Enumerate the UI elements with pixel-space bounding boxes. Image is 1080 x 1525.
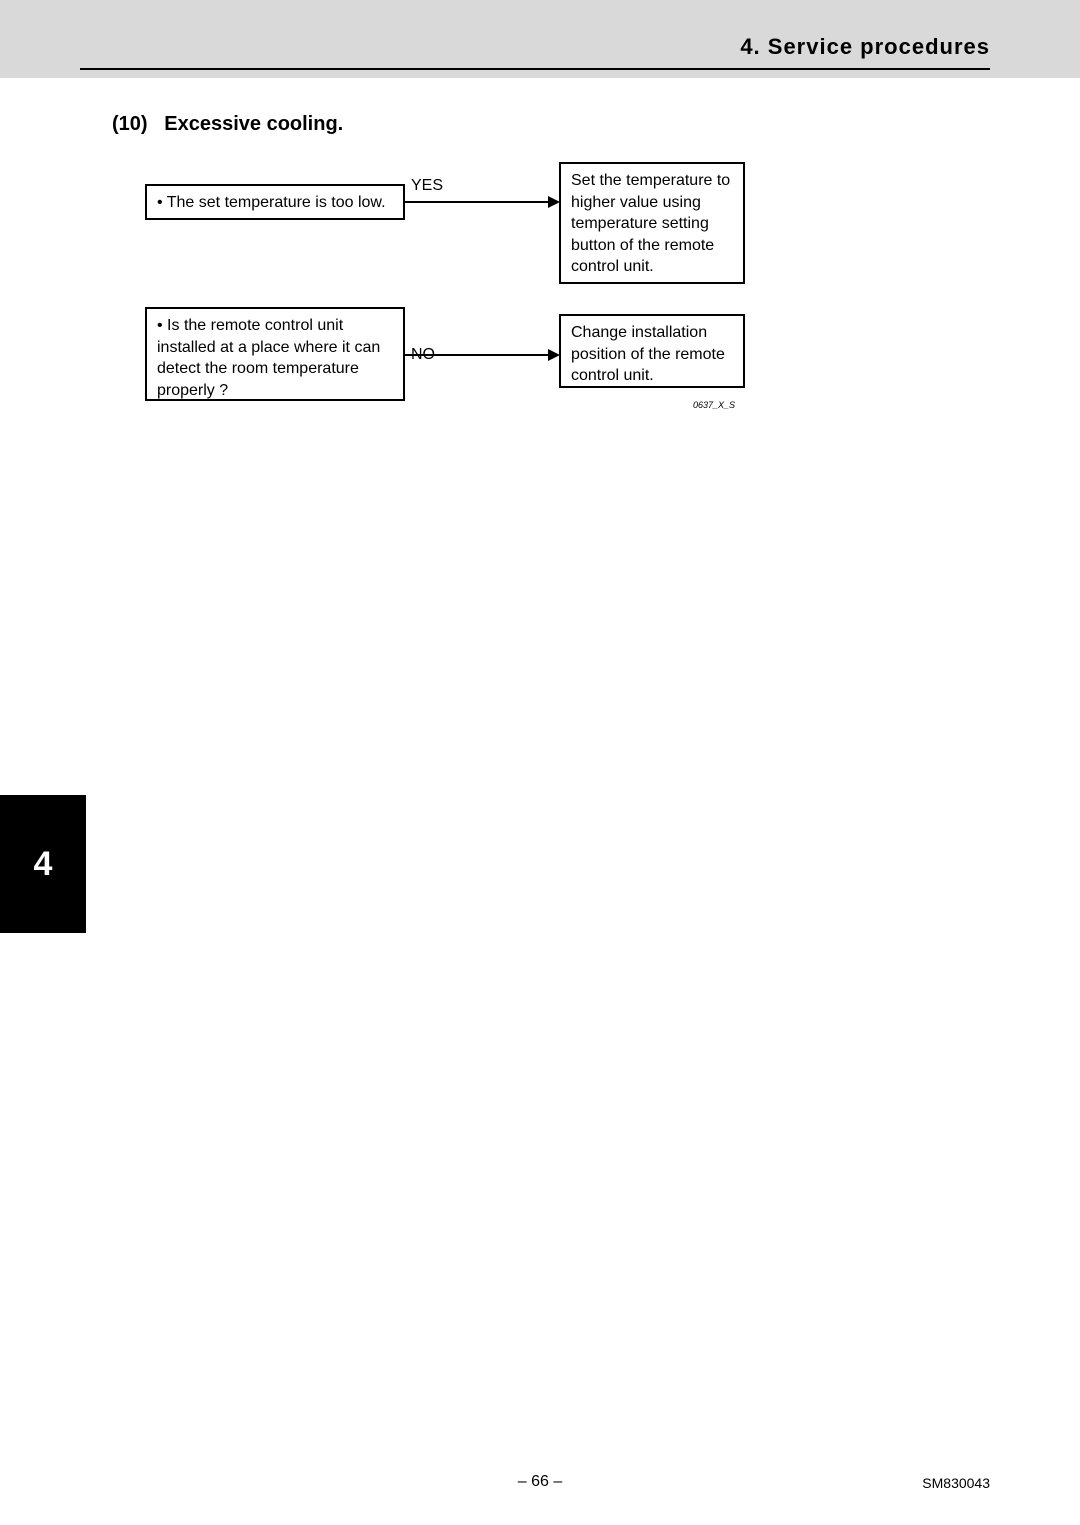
arrow-line-2	[405, 354, 553, 356]
flowchart-container: • The set temperature is too low. Set th…	[145, 162, 755, 432]
figure-reference: 0637_X_S	[693, 400, 735, 410]
section-number: (10)	[112, 113, 148, 135]
page-number: – 66 –	[518, 1473, 562, 1491]
chapter-tab: 4	[0, 795, 86, 933]
arrow-head-icon	[548, 349, 560, 361]
section-title: (10) Excessive cooling.	[112, 113, 343, 136]
document-reference: SM830043	[922, 1475, 990, 1491]
chapter-number: 4	[34, 845, 53, 884]
header-title: 4. Service procedures	[740, 34, 990, 60]
arrow-line-1	[405, 201, 553, 203]
flowchart-answer-2: Change installation position of the remo…	[559, 314, 745, 388]
edge-label-yes: YES	[411, 177, 443, 195]
section-heading: Excessive cooling.	[164, 113, 343, 135]
flowchart-question-2: • Is the remote control unit installed a…	[145, 307, 405, 401]
header-underline	[80, 68, 990, 70]
header-bar: 4. Service procedures	[0, 0, 1080, 78]
flowchart-question-1: • The set temperature is too low.	[145, 184, 405, 220]
flowchart-answer-1: Set the temperature to higher value usin…	[559, 162, 745, 284]
arrow-head-icon	[548, 196, 560, 208]
